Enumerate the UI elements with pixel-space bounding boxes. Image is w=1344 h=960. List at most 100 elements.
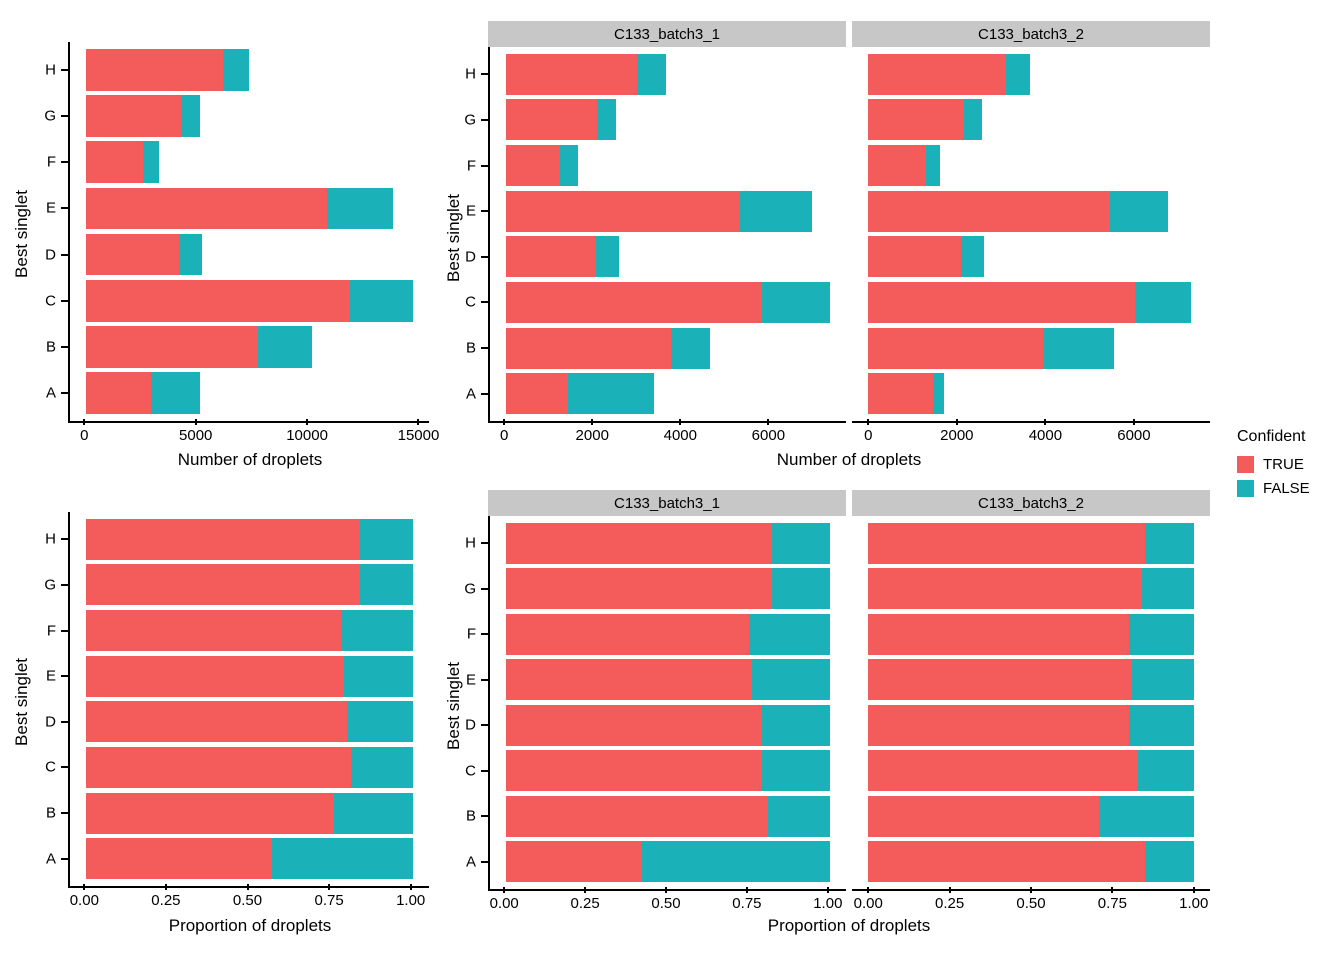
y-tick-label-F: F bbox=[46, 153, 56, 171]
y-tick-D bbox=[481, 255, 488, 258]
x-tick-0.00 bbox=[83, 884, 86, 890]
bar-segment-true-B bbox=[86, 792, 335, 834]
bar-segment-true-C bbox=[86, 280, 351, 322]
y-tick-label-F: F bbox=[466, 625, 476, 643]
bar-segment-false-B bbox=[768, 795, 830, 837]
bar-segment-false-G bbox=[1141, 568, 1194, 610]
legend-item-false: FALSE bbox=[1237, 480, 1310, 497]
x-tick-0 bbox=[867, 419, 870, 425]
bar-segment-true-G bbox=[506, 568, 772, 610]
y-tick-F bbox=[61, 161, 68, 164]
x-tick-0.75 bbox=[1111, 887, 1114, 893]
y-axis-title-count-facets: Best singlet bbox=[444, 194, 463, 282]
bar-segment-true-A bbox=[506, 841, 643, 883]
y-tick-label-E: E bbox=[465, 202, 476, 220]
bar-segment-true-C bbox=[868, 281, 1136, 323]
y-tick-E bbox=[481, 678, 488, 681]
x-tick-label-0.50: 0.50 bbox=[232, 892, 263, 909]
bar-segment-true-E bbox=[506, 659, 753, 701]
bar-segment-true-E bbox=[86, 187, 327, 230]
y-tick-label-C: C bbox=[45, 758, 56, 776]
bar-segment-true-F bbox=[868, 613, 1129, 655]
bar-segment-false-A bbox=[272, 838, 413, 880]
y-tick-C bbox=[481, 769, 488, 772]
y-tick-A bbox=[61, 392, 68, 395]
y-tick-H bbox=[481, 73, 488, 76]
x-tick-label-0.50: 0.50 bbox=[651, 895, 681, 912]
y-axis-title-prop-facets: Best singlet bbox=[444, 662, 463, 750]
x-tick-1.00 bbox=[826, 887, 829, 893]
legend-title: Confident bbox=[1237, 428, 1306, 445]
legend-swatch-false-icon bbox=[1237, 480, 1254, 497]
bar-segment-false-F bbox=[143, 141, 159, 183]
panel-count-all: H G F E D C B A 0 5000 10000 15000 bbox=[44, 42, 439, 444]
bar-segment-true-D bbox=[868, 236, 961, 278]
x-tick-label-0.25: 0.25 bbox=[151, 892, 181, 909]
y-tick-B bbox=[61, 346, 68, 349]
x-tick-label-1.00: 1.00 bbox=[813, 895, 843, 912]
bar-segment-true-F bbox=[868, 145, 926, 187]
bar-segment-false-A bbox=[642, 841, 830, 883]
bar-segment-false-H bbox=[223, 48, 249, 91]
bar-segment-true-C bbox=[506, 750, 762, 792]
bar-segment-false-B bbox=[334, 792, 413, 834]
x-tick-label-0: 0 bbox=[864, 427, 873, 444]
y-tick-F bbox=[481, 164, 488, 167]
bar-segment-true-D bbox=[506, 704, 762, 746]
bar-segment-false-F bbox=[925, 145, 940, 187]
y-tick-G bbox=[61, 583, 68, 586]
x-tick-label-0.25: 0.25 bbox=[935, 895, 965, 912]
bar-segment-true-G bbox=[868, 568, 1142, 610]
y-tick-label-G: G bbox=[44, 107, 56, 125]
x-tick-4000 bbox=[1044, 419, 1047, 425]
x-tick-label-0.00: 0.00 bbox=[69, 892, 99, 909]
bar-segment-true-E bbox=[868, 659, 1132, 701]
x-tick-0.25 bbox=[584, 887, 587, 893]
bar-segment-false-E bbox=[326, 187, 393, 230]
bar-segment-false-G bbox=[180, 95, 200, 137]
legend-item-true: TRUE bbox=[1237, 456, 1310, 473]
bar-segment-true-F bbox=[86, 141, 144, 183]
bar-segment-false-D bbox=[596, 236, 620, 278]
y-tick-B bbox=[481, 347, 488, 350]
bar-segment-false-A bbox=[933, 373, 945, 415]
y-tick-G bbox=[481, 587, 488, 590]
x-tick-0 bbox=[83, 419, 86, 425]
x-tick-0.00 bbox=[867, 887, 870, 893]
bar-segment-true-H bbox=[506, 522, 772, 564]
bar-segment-true-H bbox=[868, 53, 1006, 95]
bar-segment-true-B bbox=[868, 327, 1044, 369]
y-tick-label-B: B bbox=[45, 338, 56, 356]
y-tick-F bbox=[481, 633, 488, 636]
bar-segment-true-E bbox=[868, 190, 1111, 232]
bar-segment-false-A bbox=[150, 372, 200, 415]
y-tick-D bbox=[61, 253, 68, 256]
bar-segment-false-B bbox=[671, 327, 711, 369]
x-tick-label-5000: 5000 bbox=[179, 427, 213, 444]
bar-segment-true-G bbox=[506, 99, 597, 141]
x-tick-2000 bbox=[591, 419, 594, 425]
x-axis-title-count-facets: Number of droplets bbox=[776, 450, 922, 469]
x-tick-0.25 bbox=[948, 887, 951, 893]
bar-segment-true-C bbox=[506, 281, 762, 323]
bar-segment-false-B bbox=[1099, 795, 1194, 837]
y-tick-label-A: A bbox=[45, 850, 56, 868]
bar-segment-false-F bbox=[1128, 613, 1194, 655]
x-tick-label-4000: 4000 bbox=[1028, 427, 1063, 444]
y-tick-A bbox=[481, 860, 488, 863]
y-tick-E bbox=[61, 207, 68, 210]
x-tick-4000 bbox=[679, 419, 682, 425]
y-tick-B bbox=[61, 812, 68, 815]
x-tick-0.00 bbox=[503, 887, 506, 893]
bar-segment-true-D bbox=[868, 704, 1129, 746]
bar-segment-false-C bbox=[350, 746, 413, 788]
x-tick-2000 bbox=[955, 419, 958, 425]
y-tick-label-E: E bbox=[45, 199, 56, 217]
y-tick-label-B: B bbox=[465, 807, 476, 825]
x-tick-0.50 bbox=[1030, 887, 1032, 893]
panel-prop-batch3-2: 0.00 0.25 0.50 0.75 1.00 bbox=[852, 516, 1210, 912]
x-tick-label-15000: 15000 bbox=[397, 427, 440, 444]
bar-segment-false-G bbox=[360, 564, 413, 606]
bar-segment-false-A bbox=[1144, 841, 1194, 883]
bar-segment-true-E bbox=[86, 655, 345, 697]
